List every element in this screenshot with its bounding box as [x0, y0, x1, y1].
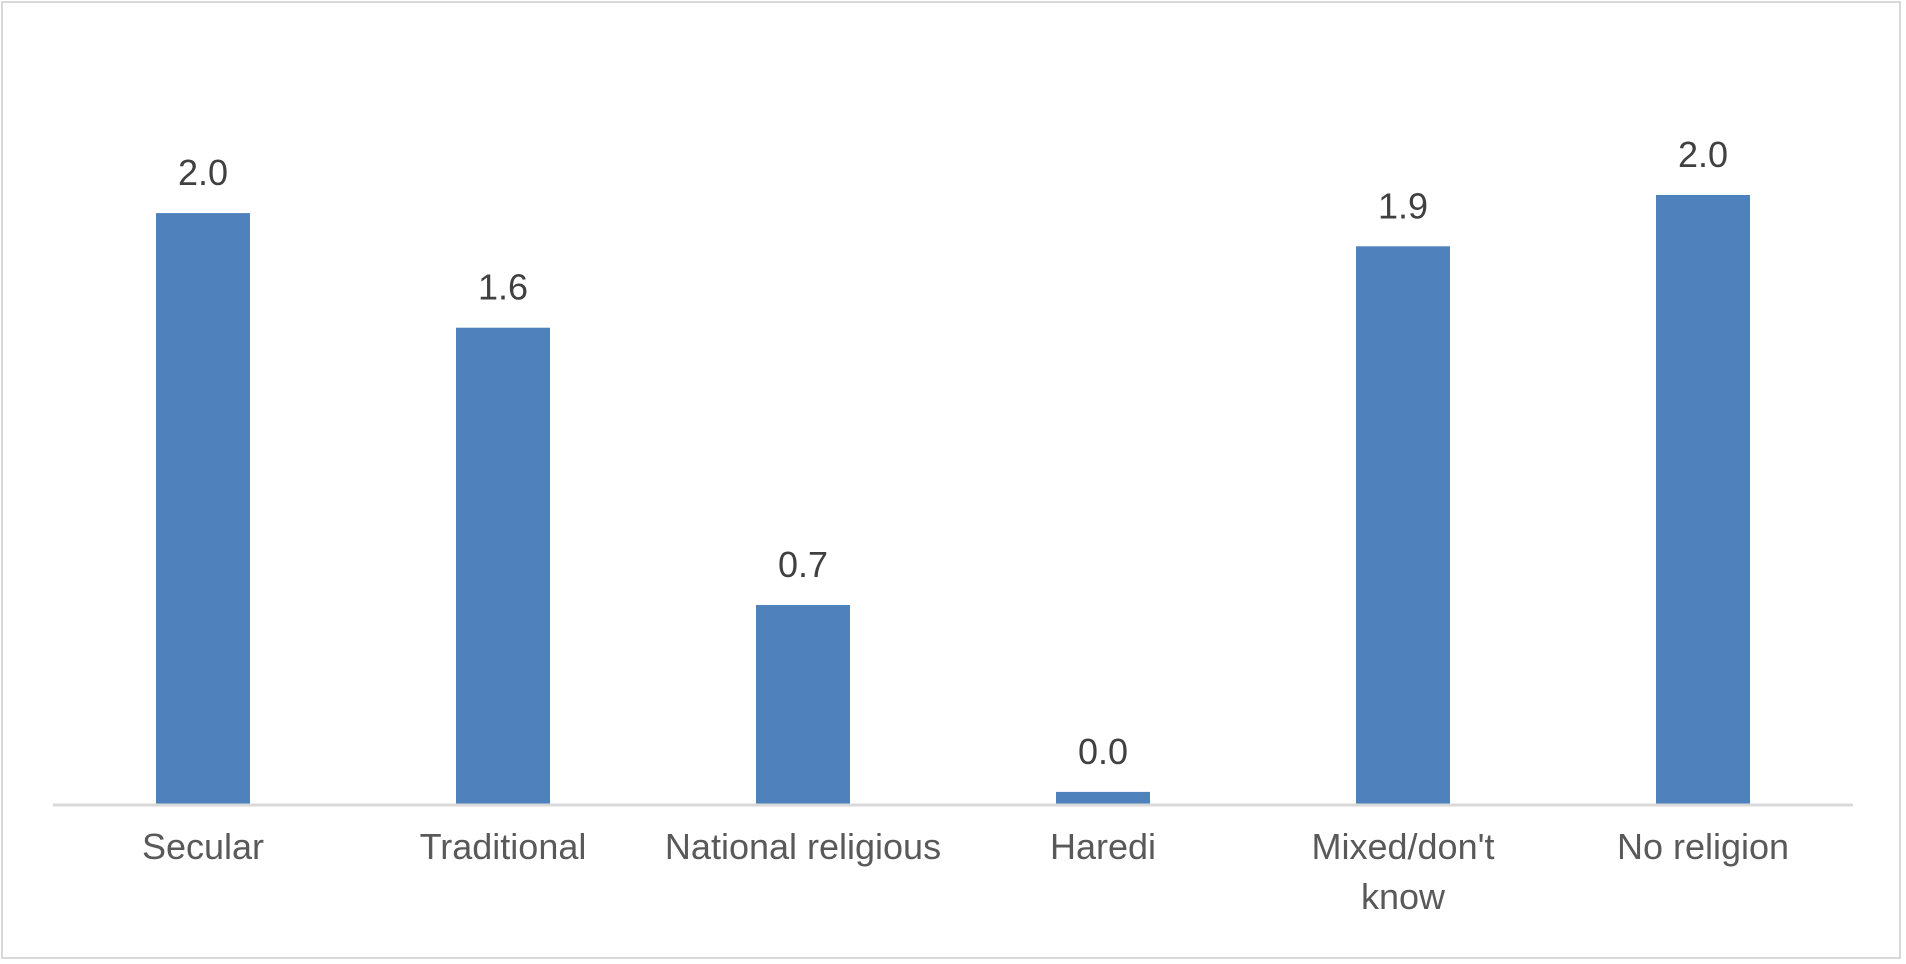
- bar-chart: 2.0 1.6 0.7 0.0 1.9 2.0 Secular Traditional Nat…: [53, 134, 1853, 917]
- category-label-4: Mixed/don't know: [1312, 826, 1495, 917]
- category-label-0: Secular: [142, 826, 264, 867]
- value-label-1: 1.6: [478, 267, 528, 308]
- bar-1: [456, 327, 550, 804]
- bar-4: [1356, 246, 1450, 805]
- category-label-1: Traditional: [420, 826, 587, 867]
- value-label-2: 0.7: [778, 544, 828, 585]
- bar-3: [1056, 791, 1150, 804]
- bar-5: [1656, 195, 1750, 804]
- bar-0: [156, 213, 250, 805]
- value-label-3: 0.0: [1078, 731, 1128, 772]
- value-labels-layer: 2.0 1.6 0.7 0.0 1.9 2.0: [178, 134, 1728, 772]
- category-label-3: Haredi: [1050, 826, 1156, 867]
- value-label-4: 1.9: [1378, 185, 1428, 226]
- category-label-2: National religious: [665, 826, 941, 867]
- bars-layer: [156, 195, 1750, 805]
- value-label-0: 2.0: [178, 152, 228, 193]
- category-label-5: No religion: [1617, 826, 1789, 867]
- bar-2: [756, 605, 850, 804]
- category-labels-layer: Secular Traditional National religious Hare…: [142, 826, 1789, 917]
- value-label-5: 2.0: [1678, 134, 1728, 175]
